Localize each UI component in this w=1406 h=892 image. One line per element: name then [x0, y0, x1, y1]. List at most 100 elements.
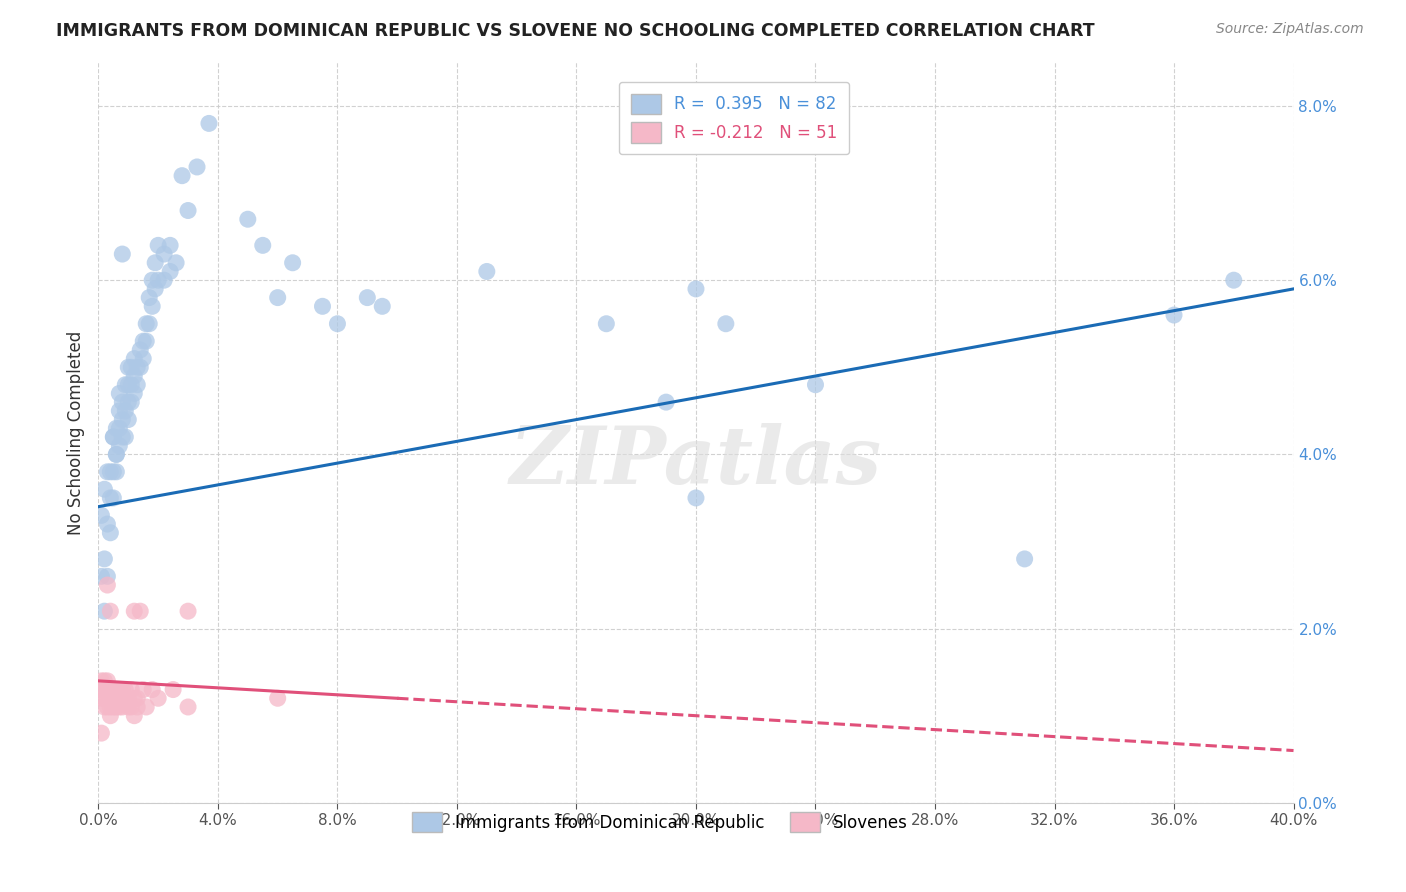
Point	[103, 465, 125, 479]
Point	[96, 465, 118, 479]
Point	[138, 317, 160, 331]
Point	[98, 708, 122, 723]
Point	[141, 299, 163, 313]
Point	[114, 691, 136, 706]
Point	[96, 578, 118, 592]
Point	[98, 682, 122, 697]
Point	[135, 317, 157, 331]
Point	[141, 273, 163, 287]
Point	[93, 700, 115, 714]
Point	[111, 247, 134, 261]
Point	[153, 247, 176, 261]
Point	[1014, 552, 1036, 566]
Point	[804, 377, 827, 392]
Point	[90, 673, 112, 688]
Point	[252, 238, 274, 252]
Point	[267, 291, 290, 305]
Point	[120, 377, 142, 392]
Point	[117, 395, 139, 409]
Point	[96, 569, 118, 583]
Point	[1163, 308, 1185, 322]
Point	[127, 377, 149, 392]
Point	[198, 116, 221, 130]
Point	[124, 369, 146, 384]
Point	[105, 447, 128, 461]
Point	[475, 264, 498, 278]
Point	[124, 691, 146, 706]
Point	[129, 360, 152, 375]
Point	[120, 360, 142, 375]
Point	[108, 439, 131, 453]
Point	[127, 691, 149, 706]
Y-axis label: No Schooling Completed: No Schooling Completed	[66, 331, 84, 534]
Point	[98, 604, 122, 618]
Point	[90, 569, 112, 583]
Point	[124, 604, 146, 618]
Point	[186, 160, 208, 174]
Point	[326, 317, 349, 331]
Point	[114, 404, 136, 418]
Point	[129, 604, 152, 618]
Point	[655, 395, 678, 409]
Point	[236, 212, 259, 227]
Point	[132, 351, 155, 366]
Point	[103, 682, 125, 697]
Point	[135, 334, 157, 348]
Point	[105, 691, 128, 706]
Point	[103, 491, 125, 505]
Point	[117, 377, 139, 392]
Point	[103, 691, 125, 706]
Point	[120, 700, 142, 714]
Point	[90, 682, 112, 697]
Point	[105, 682, 128, 697]
Point	[93, 604, 115, 618]
Point	[148, 691, 170, 706]
Point	[98, 491, 122, 505]
Point	[98, 465, 122, 479]
Point	[103, 430, 125, 444]
Point	[1223, 273, 1246, 287]
Point	[685, 491, 707, 505]
Point	[685, 282, 707, 296]
Point	[108, 386, 131, 401]
Point	[117, 700, 139, 714]
Point	[114, 430, 136, 444]
Point	[124, 386, 146, 401]
Text: ZIPatlas: ZIPatlas	[510, 424, 882, 501]
Point	[311, 299, 333, 313]
Point	[138, 291, 160, 305]
Point	[108, 404, 131, 418]
Point	[111, 412, 134, 426]
Point	[162, 682, 184, 697]
Point	[124, 708, 146, 723]
Point	[96, 517, 118, 532]
Point	[93, 691, 115, 706]
Point	[105, 700, 128, 714]
Legend: Immigrants from Dominican Republic, Slovenes: Immigrants from Dominican Republic, Slov…	[405, 805, 915, 838]
Text: IMMIGRANTS FROM DOMINICAN REPUBLIC VS SLOVENE NO SCHOOLING COMPLETED CORRELATION: IMMIGRANTS FROM DOMINICAN REPUBLIC VS SL…	[56, 22, 1095, 40]
Point	[93, 552, 115, 566]
Point	[111, 395, 134, 409]
Point	[177, 700, 200, 714]
Point	[117, 412, 139, 426]
Point	[124, 351, 146, 366]
Point	[159, 264, 181, 278]
Point	[108, 682, 131, 697]
Point	[108, 421, 131, 435]
Point	[105, 447, 128, 461]
Point	[111, 700, 134, 714]
Point	[93, 682, 115, 697]
Point	[96, 691, 118, 706]
Point	[96, 700, 118, 714]
Point	[96, 682, 118, 697]
Point	[90, 508, 112, 523]
Point	[98, 700, 122, 714]
Point	[177, 604, 200, 618]
Point	[114, 377, 136, 392]
Point	[111, 691, 134, 706]
Point	[98, 525, 122, 540]
Point	[148, 238, 170, 252]
Point	[143, 256, 166, 270]
Point	[93, 482, 115, 496]
Point	[90, 726, 112, 740]
